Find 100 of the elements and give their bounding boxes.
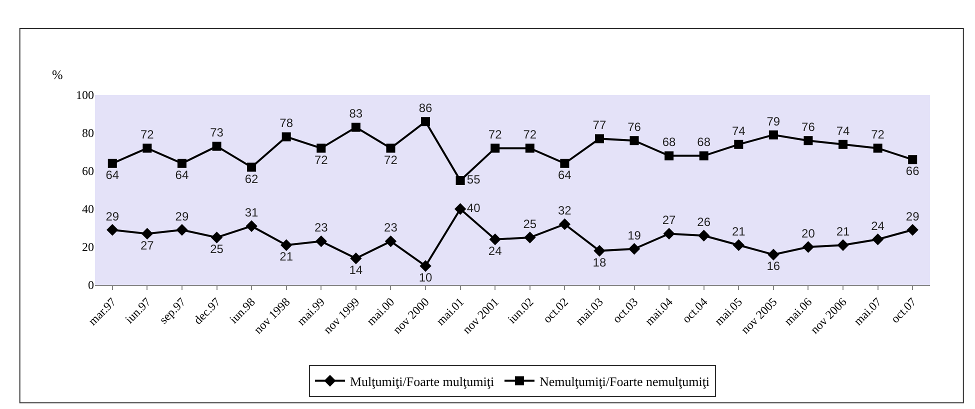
data-label: 74 xyxy=(836,124,850,138)
data-label: 32 xyxy=(558,204,572,218)
y-tick-label: 100 xyxy=(76,88,94,102)
point xyxy=(489,234,501,246)
data-label: 76 xyxy=(802,120,816,134)
point xyxy=(141,228,154,240)
point xyxy=(351,122,360,132)
point xyxy=(560,158,570,168)
data-label: 64 xyxy=(106,168,120,182)
data-label: 77 xyxy=(592,118,606,132)
point xyxy=(386,144,396,153)
point xyxy=(490,144,500,153)
point xyxy=(246,220,258,232)
data-label: 25 xyxy=(210,242,224,256)
data-label: 83 xyxy=(349,106,363,121)
point xyxy=(524,232,536,244)
point xyxy=(628,243,640,255)
data-label: 25 xyxy=(523,216,537,231)
point xyxy=(525,144,534,153)
point xyxy=(872,234,884,246)
data-label: 23 xyxy=(384,220,398,235)
point xyxy=(177,158,186,168)
data-label: 21 xyxy=(732,224,746,238)
legend-label: Nemulţumiţi/Foarte nemulţumiţi xyxy=(539,374,710,389)
point xyxy=(698,230,710,242)
data-label: 27 xyxy=(662,213,676,228)
data-label: 14 xyxy=(349,263,363,278)
point xyxy=(594,244,606,257)
point xyxy=(558,218,571,230)
data-label: 21 xyxy=(836,224,850,238)
point xyxy=(663,228,675,240)
point xyxy=(421,117,430,126)
data-label: 66 xyxy=(906,164,920,178)
point xyxy=(106,224,118,236)
point xyxy=(802,241,814,253)
point xyxy=(108,158,117,168)
y-tick-label: 0 xyxy=(88,278,94,292)
point xyxy=(732,239,744,251)
point xyxy=(664,151,674,160)
point xyxy=(838,140,848,149)
data-label: 18 xyxy=(592,255,606,270)
data-label: 68 xyxy=(697,135,711,150)
point xyxy=(456,176,465,185)
data-label: 76 xyxy=(628,120,642,134)
data-label: 72 xyxy=(871,128,885,142)
y-axis-title: % xyxy=(52,67,63,82)
data-label: 27 xyxy=(140,238,154,252)
data-label: 21 xyxy=(280,250,294,264)
data-label: 40 xyxy=(466,201,481,215)
data-label: 72 xyxy=(140,128,154,142)
data-label: 55 xyxy=(466,172,481,186)
data-label: 72 xyxy=(488,128,502,142)
point xyxy=(594,134,604,144)
data-label: 16 xyxy=(766,259,780,274)
data-label: 72 xyxy=(314,152,328,167)
data-label: 68 xyxy=(662,135,676,150)
y-tick-label: 40 xyxy=(82,202,94,216)
point xyxy=(176,224,188,236)
point xyxy=(454,203,466,215)
data-label: 24 xyxy=(488,244,502,258)
point xyxy=(420,260,432,272)
point xyxy=(247,162,256,172)
data-label: 24 xyxy=(871,218,885,233)
legend-label: Mulţumiţi/Foarte mulţumiţi xyxy=(350,374,494,389)
point xyxy=(280,239,292,251)
y-tick-label: 60 xyxy=(82,164,94,178)
data-label: 72 xyxy=(523,128,537,142)
y-tick-label: 20 xyxy=(82,240,94,254)
data-label: 19 xyxy=(628,228,642,242)
point xyxy=(906,224,918,236)
point xyxy=(282,132,291,142)
point xyxy=(734,140,744,149)
y-tick-label: 80 xyxy=(82,126,94,140)
point xyxy=(210,232,223,244)
data-label: 73 xyxy=(210,126,224,140)
data-label: 20 xyxy=(802,226,816,240)
data-label: 64 xyxy=(558,168,572,182)
data-label: 23 xyxy=(314,220,328,235)
point xyxy=(908,155,918,164)
point xyxy=(315,235,327,248)
data-label: 29 xyxy=(906,209,920,224)
point xyxy=(630,136,639,146)
point xyxy=(873,144,882,153)
data-label: 26 xyxy=(697,214,711,229)
point xyxy=(768,130,778,140)
point xyxy=(837,239,849,251)
data-label: 62 xyxy=(244,172,259,186)
data-label: 29 xyxy=(106,209,120,224)
data-label: 78 xyxy=(280,116,294,130)
point xyxy=(699,151,708,160)
data-label: 10 xyxy=(418,270,433,285)
point xyxy=(350,252,362,264)
point xyxy=(316,144,326,153)
data-label: 64 xyxy=(175,168,189,182)
point xyxy=(804,136,813,146)
data-label: 86 xyxy=(418,100,433,115)
data-label: 72 xyxy=(384,152,398,167)
data-label: 29 xyxy=(175,209,189,224)
data-label: 79 xyxy=(766,114,780,128)
point xyxy=(384,235,397,248)
